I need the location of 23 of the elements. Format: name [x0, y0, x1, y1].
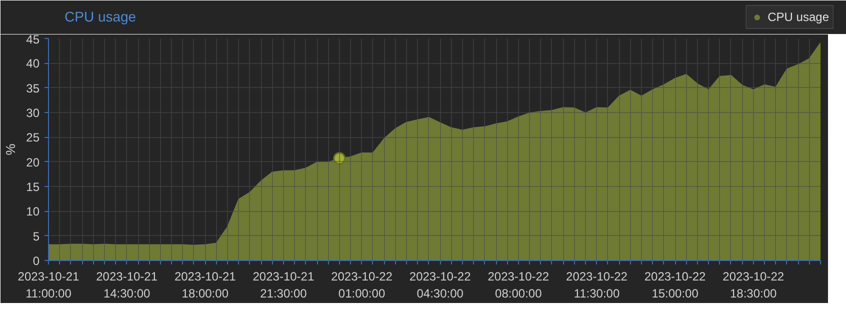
y-tick-label: 0 [32, 254, 40, 268]
x-tick-label: 2023-10-21 14:30:00 [96, 270, 158, 300]
y-tick-label: 5 [32, 229, 40, 244]
x-tick-label: 2023-10-22 18:30:00 [722, 270, 784, 300]
x-tick-label: 2023-10-22 11:30:00 [566, 270, 628, 300]
legend-label: CPU usage [768, 10, 829, 24]
x-tick-label: 2023-10-22 15:00:00 [644, 270, 706, 300]
x-tick-label: 2023-10-22 01:00:00 [331, 270, 393, 300]
y-tick-label: 30 [26, 106, 40, 120]
x-tick-label: 2023-10-21 18:00:00 [174, 270, 236, 300]
y-tick-label: 20 [26, 155, 40, 170]
chart-title: CPU usage [64, 8, 136, 24]
y-tick-label: 40 [26, 56, 40, 71]
x-tick-label: 2023-10-21 11:00:00 [18, 270, 80, 300]
y-axis-title: % [3, 143, 18, 156]
y-tick-label: 45 [26, 32, 40, 46]
y-tick-label: 25 [26, 130, 40, 145]
y-tick-label: 10 [26, 204, 40, 219]
x-tick-label: 2023-10-22 04:30:00 [409, 270, 472, 300]
y-tick-label: 15 [26, 180, 40, 194]
x-tick-label: 2023-10-21 21:30:00 [252, 270, 314, 300]
x-tick-label: 2023-10-22 08:00:00 [488, 270, 550, 300]
y-tick-label: 35 [26, 81, 40, 96]
